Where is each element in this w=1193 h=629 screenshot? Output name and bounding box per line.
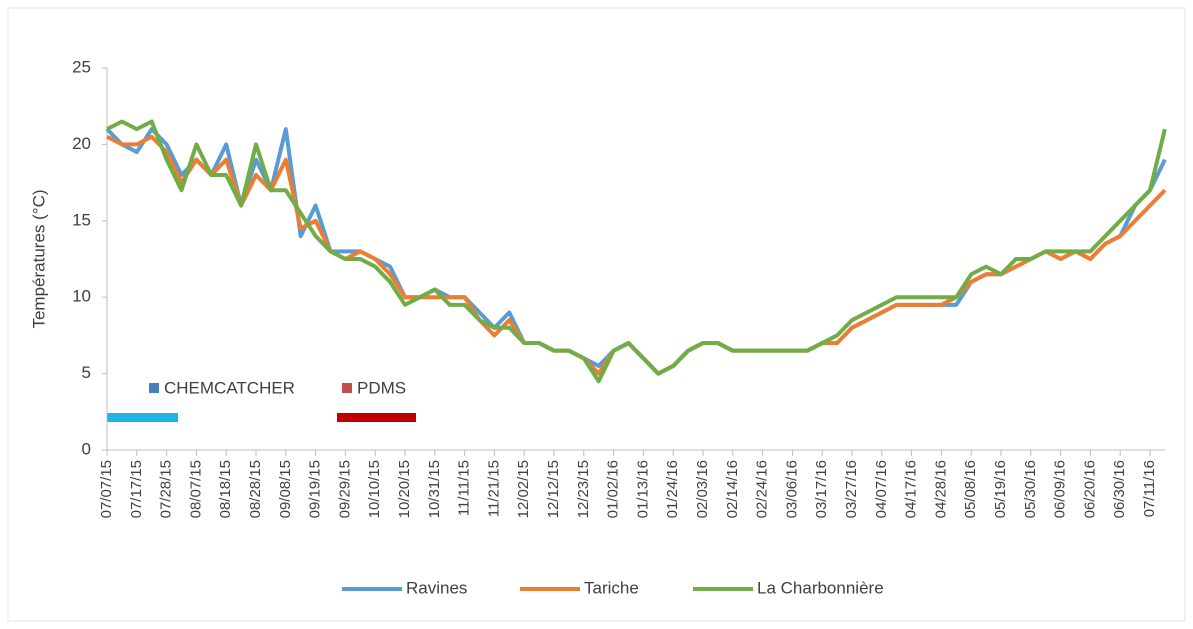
x-tick-label: 09/19/15 [307,460,324,518]
y-tick-label: 15 [72,210,91,229]
x-tick-label: 01/02/16 [605,460,622,518]
x-tick-label: 03/06/16 [783,460,800,518]
x-tick-label: 06/20/16 [1081,460,1098,518]
x-tick-label: 07/17/15 [128,460,145,518]
x-tick-label: 11/11/15 [456,460,473,516]
x-tick-label: 02/14/16 [724,460,741,518]
x-tick-label: 05/19/16 [992,460,1009,518]
y-tick-label: 5 [82,363,91,382]
x-tick-label: 12/02/15 [515,460,532,518]
annotation-bar [337,413,416,422]
x-tick-label: 02/03/16 [694,460,711,518]
x-tick-label: 01/24/16 [664,460,681,518]
x-tick-label: 11/21/15 [485,460,502,517]
x-tick-label: 09/29/15 [336,460,353,518]
y-tick-label: 25 [72,57,91,76]
annotation: PDMS [357,378,406,397]
legend-label: La Charbonnière [757,578,884,597]
x-tick-label: 10/31/15 [426,460,443,518]
x-tick-label: 10/20/15 [396,460,413,518]
x-tick-label: 02/24/16 [754,460,771,518]
x-tick-label: 05/30/16 [1022,460,1039,518]
x-tick-label: 07/11/16 [1141,460,1158,517]
x-tick-label: 04/07/16 [873,460,890,518]
x-tick-label: 10/10/15 [366,460,383,518]
x-tick-label: 01/13/16 [634,460,651,518]
annotation-bar [107,413,178,422]
x-tick-label: 06/09/16 [1052,460,1069,518]
chart-frame [7,7,1186,622]
y-tick-label: 20 [72,134,91,153]
x-tick-label: 07/07/15 [98,460,115,518]
x-tick-label: 07/28/15 [158,460,175,518]
x-tick-label: 04/28/16 [932,460,949,518]
y-axis-title: Températures (°C) [29,189,48,328]
x-tick-label: 12/23/15 [575,460,592,518]
x-tick-label: 08/18/15 [217,460,234,518]
annotation-marker [149,383,159,393]
x-tick-label: 03/17/16 [813,460,830,518]
legend-label: Ravines [406,578,467,597]
series-line [106,119,1167,384]
x-tick-label: 03/27/16 [843,460,860,518]
x-tick-label: 12/12/15 [545,460,562,518]
x-tick-label: 09/08/15 [277,460,294,518]
x-tick-label: 08/07/15 [187,460,204,518]
x-tick-label: 08/28/15 [247,460,264,518]
annotation: CHEMCATCHER [164,378,295,397]
x-tick-label: 06/30/16 [1111,460,1128,518]
legend-label: Tariche [584,578,639,597]
x-tick-label: 04/17/16 [903,460,920,518]
annotation-marker [342,383,352,393]
y-tick-label: 10 [72,287,91,306]
y-tick-label: 0 [82,439,91,458]
x-tick-label: 05/08/16 [962,460,979,518]
